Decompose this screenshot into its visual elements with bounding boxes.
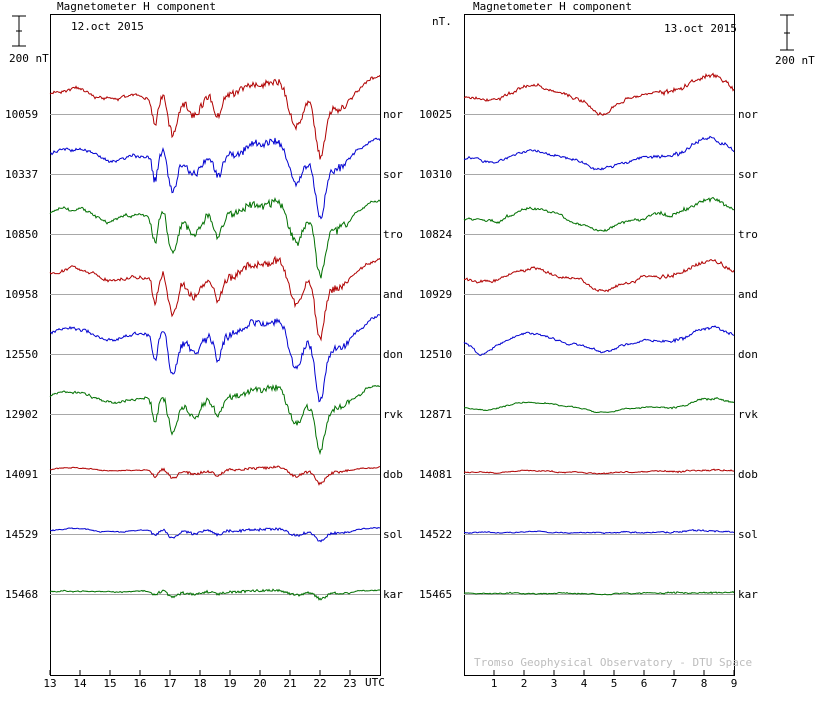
left-scale-label: 200 nT (9, 52, 49, 65)
day1-dob-trace (49, 465, 381, 486)
day2-tick-label-6: 6 (641, 677, 648, 690)
day2-tick-label-1: 1 (491, 677, 498, 690)
left-date: 12.oct 2015 (71, 20, 144, 33)
day1-station-label-rvk: rvk (383, 408, 403, 421)
day1-tick-label-15: 15 (103, 677, 116, 690)
right-scale-bar (780, 14, 794, 51)
day1-tick-label-18: 18 (193, 677, 206, 690)
day1-station-label-dob: dob (383, 468, 403, 481)
day2-sol-trace (464, 529, 735, 535)
day2-nor-trace (463, 72, 735, 116)
day1-baseline-value-tro: 10850 (5, 228, 38, 241)
day1-rvk-trace (49, 383, 381, 456)
day1-station-label-and: and (383, 288, 403, 301)
day1-station-label-sol: sol (383, 528, 403, 541)
day1-don-trace (49, 314, 381, 403)
day2-baseline-value-nor: 10025 (419, 108, 452, 121)
x-axis-label: UTC (365, 676, 385, 689)
day2-station-label-nor: nor (738, 108, 758, 121)
right-title: Magnetometer H component (473, 0, 632, 13)
day1-baseline-value-nor: 10059 (5, 108, 38, 121)
day2-dob-trace (463, 468, 735, 475)
data-traces (49, 72, 735, 601)
day2-baseline-value-rvk: 12871 (419, 408, 452, 421)
day1-tick-label-14: 14 (73, 677, 87, 690)
day2-station-label-kar: kar (738, 588, 758, 601)
day1-station-label-don: don (383, 348, 403, 361)
day2-station-label-and: and (738, 288, 758, 301)
day2-baseline-value-kar: 15465 (419, 588, 452, 601)
day1-tick-label-16: 16 (133, 677, 146, 690)
day1-kar-trace (49, 588, 381, 601)
day2-baseline-value-sor: 10310 (419, 168, 452, 181)
labels: 10059 nor 10337 sor 10850 tro 10958 and 12550 don… (5, 108, 758, 690)
day2-baseline-value-sol: 14522 (419, 528, 452, 541)
watermark: Tromso Geophysical Observatory - DTU Spa… (474, 656, 752, 669)
day1-baseline-value-sor: 10337 (5, 168, 38, 181)
day2-tick-label-4: 4 (581, 677, 588, 690)
day1-nor-trace (49, 74, 381, 160)
left-title: Magnetometer H component (57, 0, 216, 13)
unit-label: nT. (432, 15, 452, 28)
day2-station-label-don: don (738, 348, 758, 361)
day2-tick-label-9: 9 (731, 677, 738, 690)
day1-tick-label-22: 22 (313, 677, 326, 690)
day2-baseline-value-tro: 10824 (419, 228, 452, 241)
day1-baseline-value-don: 12550 (5, 348, 38, 361)
day2-station-label-rvk: rvk (738, 408, 758, 421)
day2-station-label-tro: tro (738, 228, 758, 241)
day1-tick-label-19: 19 (223, 677, 236, 690)
day2-don-trace (463, 325, 735, 356)
day2-tick-label-3: 3 (551, 677, 558, 690)
day1-tick-label-20: 20 (253, 677, 266, 690)
day1-station-label-tro: tro (383, 228, 403, 241)
day1-station-label-nor: nor (383, 108, 403, 121)
day2-and-trace (463, 259, 735, 293)
day2-baseline-value-dob: 14081 (419, 468, 452, 481)
right-panel-frame (464, 14, 735, 676)
day1-sor-trace (49, 137, 381, 220)
day2-tick-label-2: 2 (521, 677, 528, 690)
day1-baseline-value-and: 10958 (5, 288, 38, 301)
left-scale-bar (12, 15, 26, 47)
right-date: 13.oct 2015 (664, 22, 737, 35)
day2-sor-trace (463, 135, 735, 171)
day1-station-label-sor: sor (383, 168, 403, 181)
day1-and-trace (49, 255, 381, 342)
right-scale-label: 200 nT (775, 54, 815, 67)
day2-station-label-sor: sor (738, 168, 758, 181)
day2-baseline-value-and: 10929 (419, 288, 452, 301)
day1-station-label-kar: kar (383, 588, 403, 601)
day2-station-label-dob: dob (738, 468, 758, 481)
day1-tick-label-13: 13 (43, 677, 56, 690)
day1-tick-label-21: 21 (283, 677, 296, 690)
day2-tick-label-5: 5 (611, 677, 618, 690)
day2-station-label-sol: sol (738, 528, 758, 541)
day1-tick-label-17: 17 (163, 677, 176, 690)
day2-rvk-trace (463, 396, 735, 413)
day2-baseline-value-don: 12510 (419, 348, 452, 361)
day1-baseline-value-sol: 14529 (5, 528, 38, 541)
day1-tick-label-23: 23 (343, 677, 356, 690)
day1-tro-trace (49, 197, 381, 279)
day2-tro-trace (463, 196, 735, 232)
day1-baseline-value-dob: 14091 (5, 468, 38, 481)
day2-kar-trace (463, 590, 735, 596)
day1-baseline-value-rvk: 12902 (5, 408, 38, 421)
day1-sol-trace (50, 526, 381, 543)
day2-tick-label-7: 7 (671, 677, 678, 690)
left-panel-frame (50, 14, 381, 676)
day1-baseline-value-kar: 15468 (5, 588, 38, 601)
day2-tick-label-8: 8 (701, 677, 708, 690)
